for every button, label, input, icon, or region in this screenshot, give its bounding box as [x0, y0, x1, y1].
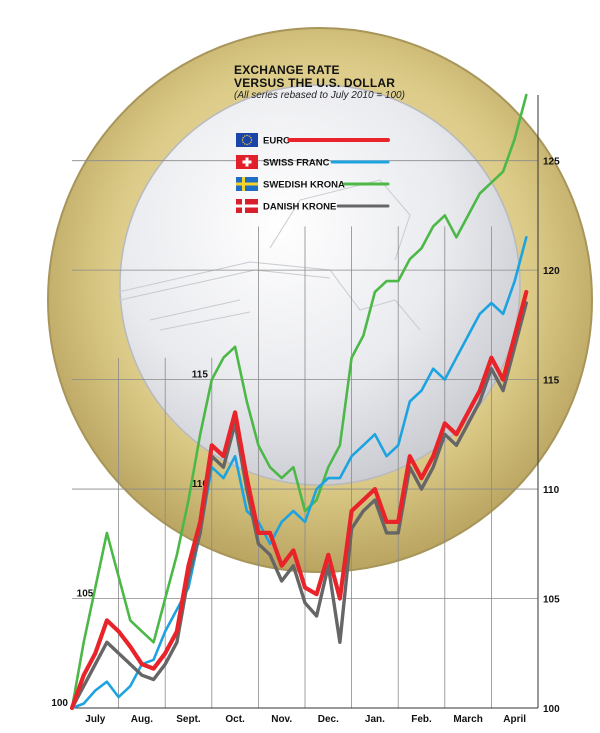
- euro-coin-background: [47, 27, 593, 573]
- legend-label: EURO: [263, 136, 290, 147]
- y-tick-label-right: 100: [543, 704, 560, 715]
- legend-label: SWISS FRANC: [263, 158, 330, 169]
- y-tick-label-right: 115: [543, 376, 560, 387]
- flag-switzerland-icon: [236, 155, 258, 169]
- chart-axes: July Aug. Sept. Oct. Nov. Dec. Jan. Feb. March Ap…: [51, 95, 560, 725]
- legend-label: DANISH KRONE: [263, 202, 336, 213]
- flag-sweden-icon: [236, 177, 258, 191]
- x-tick-label: March: [453, 714, 482, 725]
- flag-denmark-icon: [236, 199, 258, 213]
- x-tick-label: Sept.: [176, 714, 201, 725]
- chart-series: [69, 93, 529, 711]
- x-tick-label: Nov.: [271, 714, 292, 725]
- x-tick-label: Aug.: [131, 714, 153, 725]
- y-tick-label-right: 105: [543, 595, 560, 606]
- legend-item: DANISH KRONE: [236, 199, 390, 213]
- chart-title-line-1: EXCHANGE RATE: [234, 63, 340, 77]
- series-line-euro: [69, 289, 529, 711]
- x-tick-label: Dec.: [318, 714, 339, 725]
- chart-title-block: EXCHANGE RATE VERSUS THE U.S. DOLLAR (Al…: [234, 64, 474, 102]
- coin-inner-disc: [120, 85, 520, 485]
- x-tick-label: Oct.: [225, 714, 245, 725]
- y-tick-label-right: 120: [543, 266, 560, 277]
- coin-outer-edge: [47, 27, 593, 573]
- chart-grid: [72, 160, 539, 708]
- y-tick-label-left: 110: [192, 479, 209, 490]
- chart-subtitle: (All series rebased to July 2010 = 100): [234, 90, 405, 101]
- chart-legend: EURO SWISS FRANC SWEDISH KRONA DANISH KRONE: [236, 133, 390, 213]
- chart-title-line-2: VERSUS THE U.S. DOLLAR: [234, 76, 396, 90]
- legend-item: EURO: [236, 133, 390, 147]
- flag-eu-icon: [236, 133, 258, 147]
- y-tick-label-left: 105: [77, 589, 94, 600]
- x-tick-label: Feb.: [411, 714, 432, 725]
- series-line-danish-krone: [70, 301, 528, 710]
- y-tick-label-right: 125: [543, 157, 560, 168]
- legend-item: SWISS FRANC: [236, 155, 390, 169]
- x-tick-label: April: [503, 714, 526, 725]
- y-tick-label-left: 115: [192, 370, 209, 381]
- y-tick-label-left: 100: [51, 698, 68, 709]
- x-tick-label: July: [85, 714, 105, 725]
- legend-item: SWEDISH KRONA: [236, 177, 390, 191]
- series-line-swiss-franc: [70, 236, 528, 710]
- y-tick-label-right: 110: [543, 485, 560, 496]
- x-tick-label: Jan.: [365, 714, 385, 725]
- series-line-swedish-krona: [70, 93, 528, 710]
- legend-label: SWEDISH KRONA: [263, 180, 345, 191]
